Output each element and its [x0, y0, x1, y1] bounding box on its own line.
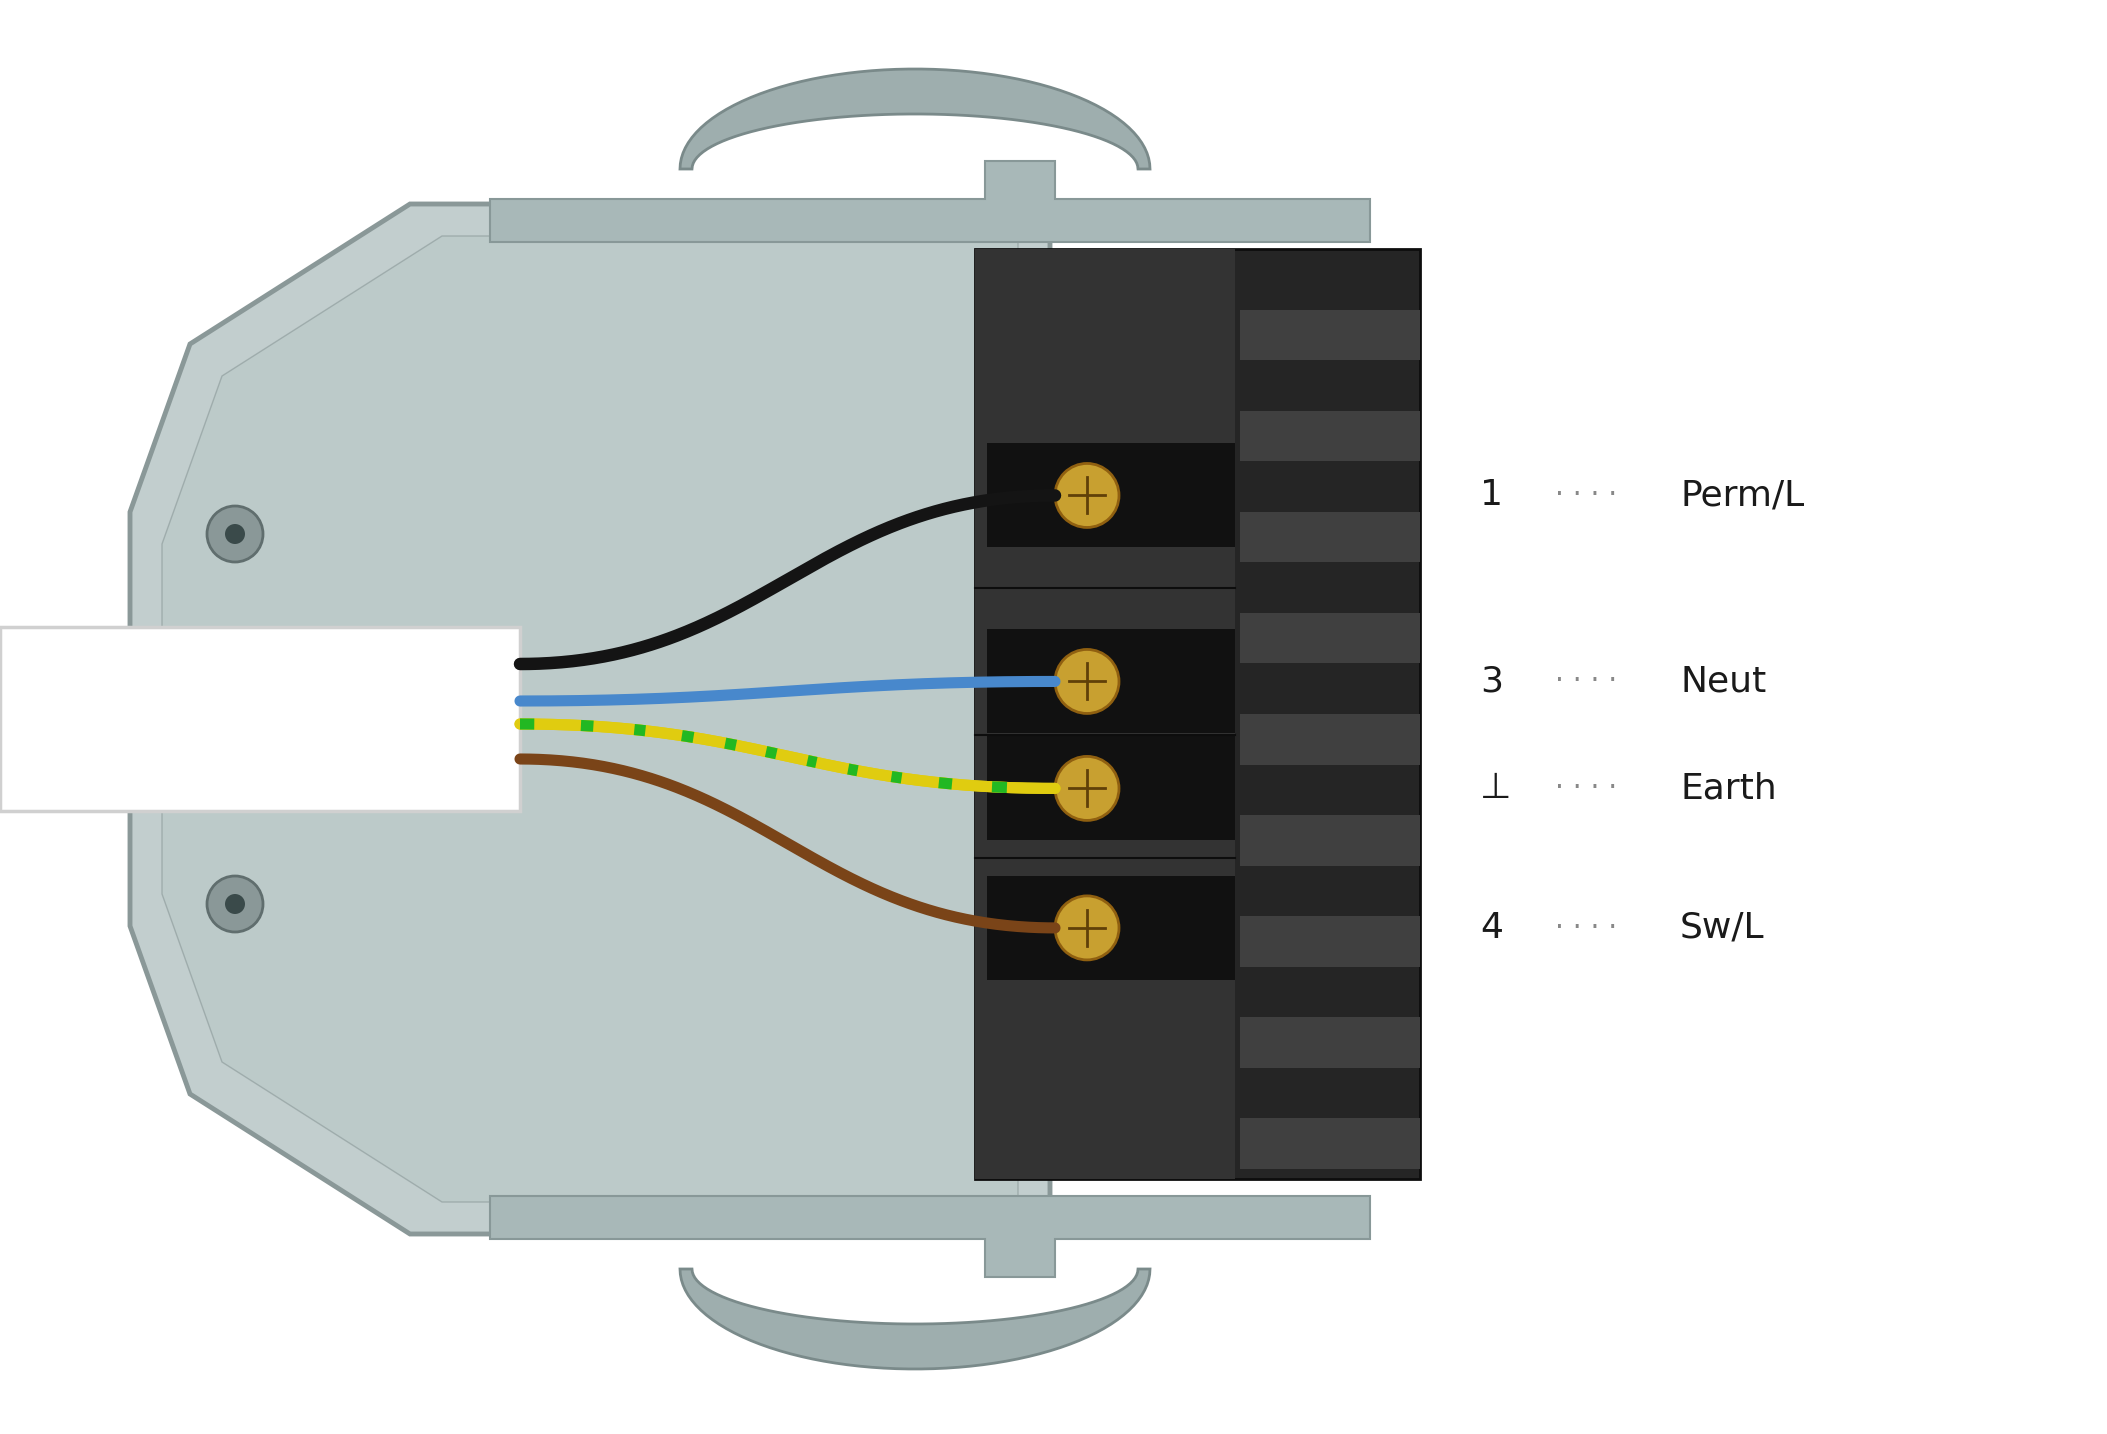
- Bar: [1241, 310, 1420, 360]
- Text: ⊥: ⊥: [1479, 771, 1511, 806]
- Circle shape: [206, 506, 263, 562]
- Text: · · · ·: · · · ·: [1555, 482, 1618, 509]
- Bar: [1241, 714, 1420, 764]
- Polygon shape: [491, 161, 1370, 242]
- Circle shape: [225, 893, 244, 913]
- Bar: [1241, 512, 1420, 562]
- Text: · · · ·: · · · ·: [1555, 913, 1618, 942]
- Circle shape: [1056, 650, 1119, 714]
- Polygon shape: [491, 1196, 1370, 1278]
- Text: 4: 4: [1479, 911, 1502, 945]
- Bar: [1241, 1119, 1420, 1169]
- Bar: [1241, 916, 1420, 967]
- Polygon shape: [681, 69, 1150, 169]
- Text: Neut: Neut: [1679, 664, 1766, 698]
- Text: · · · ·: · · · ·: [1555, 774, 1618, 803]
- Bar: [1241, 815, 1420, 866]
- Bar: [1241, 612, 1420, 664]
- Bar: [0, 627, 520, 812]
- Bar: [1241, 410, 1420, 462]
- Bar: [986, 630, 1235, 733]
- Bar: [986, 876, 1235, 979]
- Circle shape: [225, 523, 244, 543]
- Polygon shape: [162, 237, 1018, 1202]
- Text: 3: 3: [1479, 664, 1502, 698]
- Polygon shape: [131, 204, 1049, 1235]
- Text: Earth: Earth: [1679, 771, 1776, 806]
- Text: Sw/L: Sw/L: [1679, 911, 1766, 945]
- Circle shape: [206, 876, 263, 932]
- Text: · · · ·: · · · ·: [1555, 667, 1618, 695]
- Text: Perm/L: Perm/L: [1679, 479, 1804, 512]
- Bar: [976, 250, 1235, 1179]
- Circle shape: [1056, 896, 1119, 959]
- Text: 1: 1: [1479, 479, 1502, 512]
- Bar: [976, 250, 1420, 1179]
- Circle shape: [1056, 756, 1119, 820]
- Bar: [1241, 1017, 1420, 1068]
- Bar: [986, 443, 1235, 548]
- Polygon shape: [681, 1269, 1150, 1369]
- Circle shape: [1056, 463, 1119, 528]
- Bar: [986, 737, 1235, 840]
